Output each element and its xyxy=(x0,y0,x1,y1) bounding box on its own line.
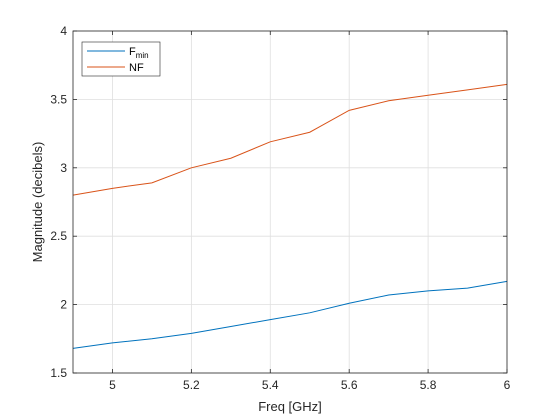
x-tick-label: 5 xyxy=(109,378,116,392)
x-axis-label: Freq [GHz] xyxy=(258,399,322,414)
y-tick-label: 3 xyxy=(60,161,67,175)
tick-labels: 5 5.2 5.4 5.6 5.8 6 1.5 2 2.5 3 3.5 4 xyxy=(50,24,510,392)
y-tick-label: 3.5 xyxy=(50,92,67,106)
x-tick-label: 5.2 xyxy=(183,378,200,392)
series-line-fmin xyxy=(72,280,508,349)
legend-label-fmin-subscript: min xyxy=(136,51,149,60)
legend-label-fmin: Fmin xyxy=(129,46,149,60)
y-tick-label: 2.5 xyxy=(50,229,67,243)
x-tick-label: 5.8 xyxy=(420,378,437,392)
x-tick-label: 6 xyxy=(504,378,511,392)
plot-background xyxy=(73,31,507,373)
legend: Fmin NF xyxy=(81,41,161,77)
legend-label-fmin-main: F xyxy=(129,46,136,58)
y-tick-label: 1.5 xyxy=(50,366,67,380)
axis-ticks xyxy=(73,30,508,374)
y-tick-label: 2 xyxy=(60,298,67,312)
y-tick-label: 4 xyxy=(60,24,67,38)
legend-label-nf: NF xyxy=(129,62,144,74)
legend-box xyxy=(81,41,161,77)
x-tick-label: 5.6 xyxy=(341,378,358,392)
x-tick-label: 5.4 xyxy=(262,378,279,392)
y-axis-label: Magnitude (decibels) xyxy=(30,142,45,263)
series-layer xyxy=(72,83,508,349)
axes-box xyxy=(72,30,508,374)
series-line-nf xyxy=(72,83,508,196)
